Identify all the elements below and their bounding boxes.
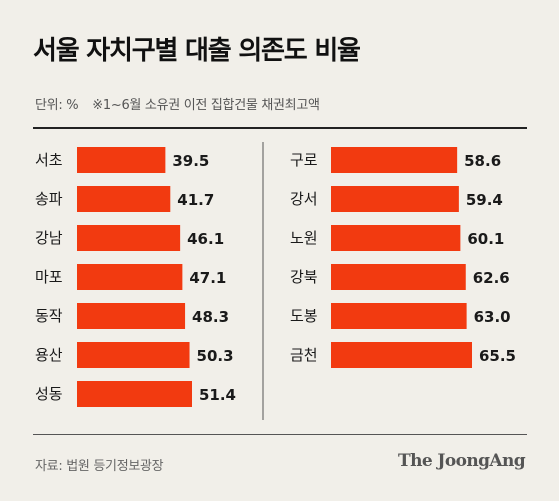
category-label: 금천 bbox=[290, 346, 318, 364]
category-label: 강남 bbox=[35, 229, 63, 247]
chart-title: 서울 자치구별 대출 의존도 비율 bbox=[33, 36, 361, 66]
value-label: 41.7 bbox=[177, 191, 214, 209]
value-label: 51.4 bbox=[199, 386, 236, 404]
value-label: 39.5 bbox=[172, 152, 209, 170]
bar bbox=[77, 225, 181, 251]
bar bbox=[77, 186, 171, 212]
value-label: 62.6 bbox=[473, 269, 510, 287]
bar bbox=[331, 225, 461, 251]
bar bbox=[331, 303, 467, 329]
category-label: 구로 bbox=[290, 151, 318, 169]
bar bbox=[331, 342, 472, 368]
category-label: 동작 bbox=[35, 307, 63, 325]
bar bbox=[331, 147, 458, 173]
bar bbox=[331, 264, 466, 290]
category-label: 노원 bbox=[290, 229, 318, 247]
value-label: 58.6 bbox=[464, 152, 501, 170]
source-text: 자료: 법원 등기정보광장 bbox=[35, 459, 164, 474]
category-label: 강북 bbox=[290, 268, 318, 286]
value-label: 59.4 bbox=[466, 191, 503, 209]
brand-logo: The JoongAng bbox=[398, 451, 526, 471]
category-label: 성동 bbox=[35, 385, 63, 403]
value-label: 50.3 bbox=[197, 347, 234, 365]
bar bbox=[77, 381, 192, 407]
unit-label: 단위: % bbox=[35, 98, 79, 113]
value-label: 63.0 bbox=[474, 308, 511, 326]
category-label: 도봉 bbox=[290, 307, 318, 325]
value-label: 47.1 bbox=[189, 269, 226, 287]
value-label: 60.1 bbox=[467, 230, 504, 248]
data-note: ※1~6월 소유권 이전 집합건물 채권최고액 bbox=[92, 98, 320, 113]
bar bbox=[77, 147, 166, 173]
category-label: 송파 bbox=[35, 190, 63, 208]
category-label: 강서 bbox=[290, 190, 318, 208]
top-divider bbox=[33, 127, 527, 129]
chart-subtitle: 단위: % ※1~6월 소유권 이전 집합건물 채권최고액 bbox=[35, 94, 320, 113]
category-label: 마포 bbox=[35, 268, 63, 286]
category-label: 서초 bbox=[35, 151, 63, 169]
bar bbox=[77, 264, 183, 290]
bar bbox=[331, 186, 459, 212]
bar bbox=[77, 342, 190, 368]
bottom-divider bbox=[33, 434, 527, 435]
category-label: 용산 bbox=[35, 346, 63, 364]
value-label: 46.1 bbox=[187, 230, 224, 248]
value-label: 65.5 bbox=[479, 347, 516, 365]
bar bbox=[77, 303, 186, 329]
value-label: 48.3 bbox=[192, 308, 229, 326]
